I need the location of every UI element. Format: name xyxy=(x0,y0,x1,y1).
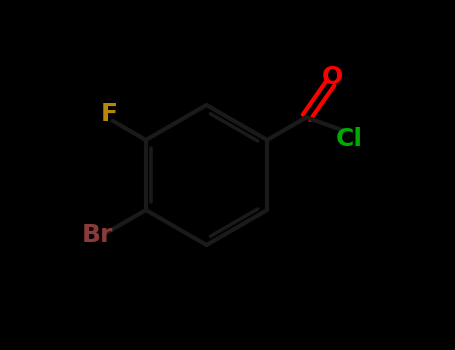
Text: Cl: Cl xyxy=(335,127,362,151)
Text: O: O xyxy=(322,64,343,89)
Text: Br: Br xyxy=(81,223,113,246)
Text: F: F xyxy=(101,102,118,126)
